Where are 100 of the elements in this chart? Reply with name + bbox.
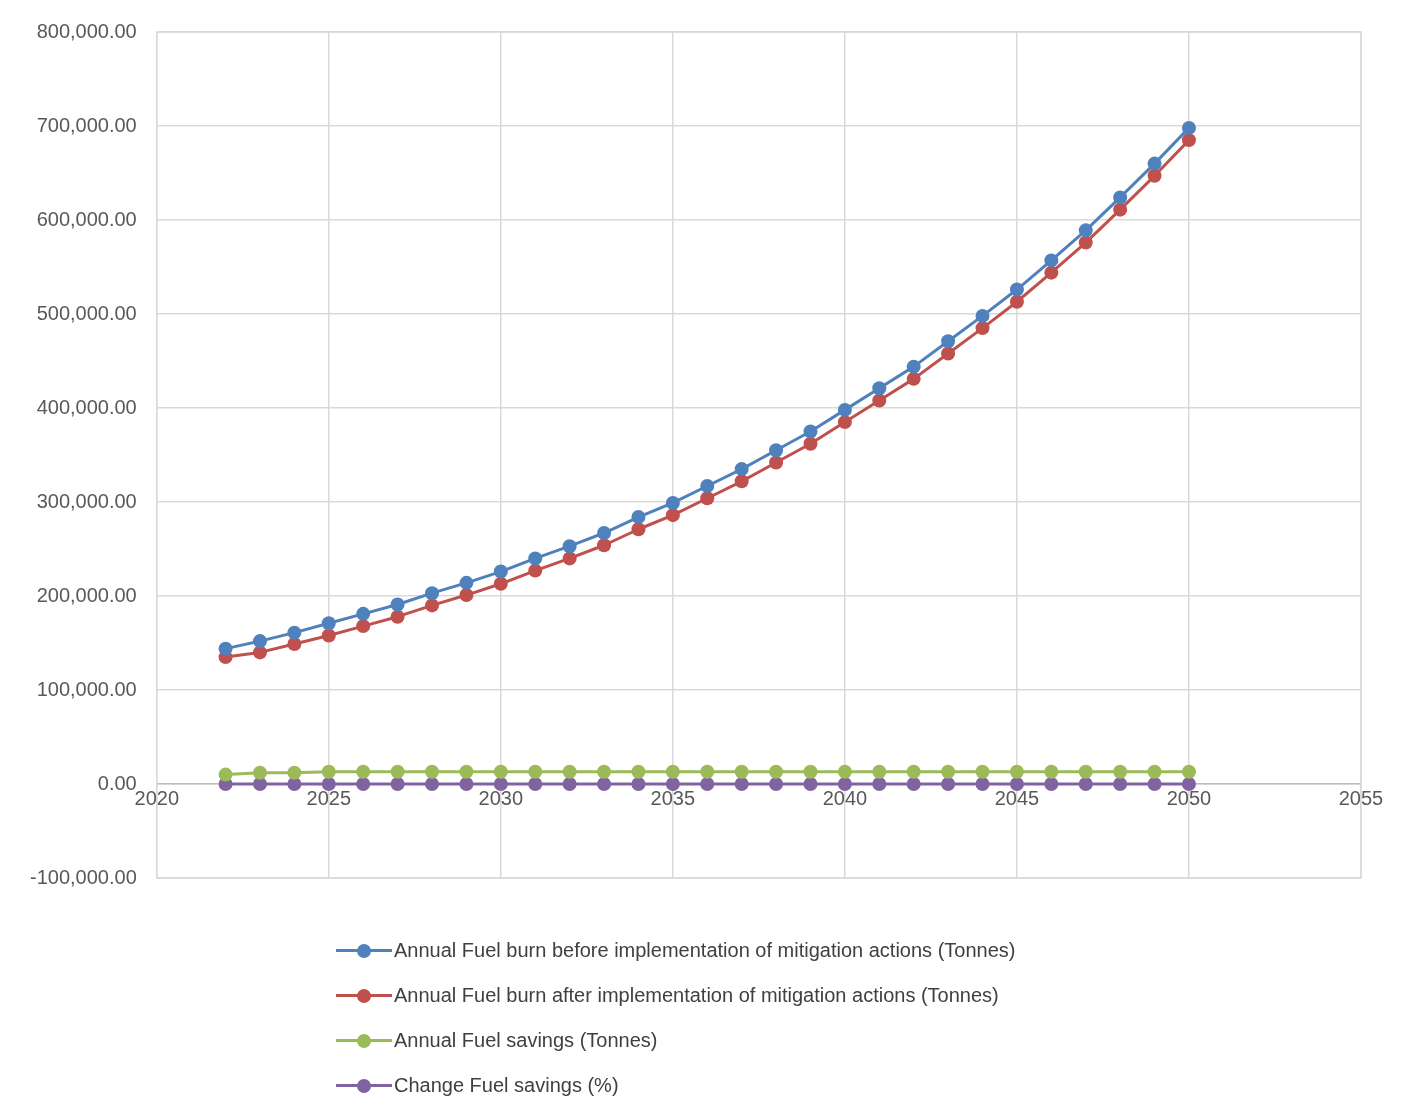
point bbox=[665, 495, 680, 510]
point bbox=[769, 443, 784, 458]
point bbox=[1078, 235, 1093, 250]
point bbox=[1009, 777, 1024, 791]
point bbox=[837, 764, 852, 779]
point bbox=[1147, 764, 1162, 779]
point bbox=[287, 636, 302, 651]
x-tick-label: 2025 bbox=[306, 786, 352, 809]
point bbox=[390, 597, 405, 612]
point bbox=[528, 563, 543, 578]
point bbox=[425, 586, 440, 601]
point bbox=[459, 575, 474, 590]
point bbox=[1113, 764, 1128, 779]
point bbox=[528, 764, 543, 779]
y-tick-label: 100,000.00 bbox=[36, 677, 137, 700]
point bbox=[700, 479, 715, 494]
point bbox=[1181, 764, 1196, 779]
point bbox=[562, 764, 577, 779]
point bbox=[837, 777, 852, 791]
point bbox=[425, 764, 440, 779]
point bbox=[390, 764, 405, 779]
point bbox=[252, 634, 267, 649]
y-tick-label: 500,000.00 bbox=[36, 301, 137, 324]
point bbox=[562, 777, 577, 791]
point bbox=[906, 359, 921, 374]
point bbox=[631, 522, 646, 537]
point bbox=[941, 334, 956, 349]
point bbox=[597, 526, 612, 541]
point bbox=[287, 777, 302, 791]
point bbox=[1044, 777, 1059, 791]
y-tick-label: 600,000.00 bbox=[36, 207, 137, 230]
point bbox=[837, 402, 852, 417]
point bbox=[1078, 777, 1093, 791]
point bbox=[803, 764, 818, 779]
point bbox=[803, 436, 818, 451]
x-tick-label: 2055 bbox=[1338, 786, 1384, 809]
point bbox=[321, 764, 336, 779]
point bbox=[287, 625, 302, 640]
point bbox=[1113, 202, 1128, 217]
point bbox=[975, 308, 990, 323]
point bbox=[734, 474, 749, 489]
point bbox=[597, 538, 612, 553]
point bbox=[1181, 133, 1196, 148]
y-tick-label: 300,000.00 bbox=[36, 489, 137, 512]
legend-label: Annual Fuel savings (Tonnes) bbox=[394, 1029, 658, 1052]
point bbox=[700, 777, 715, 791]
point bbox=[769, 764, 784, 779]
point bbox=[872, 381, 887, 396]
point bbox=[1009, 764, 1024, 779]
point bbox=[975, 777, 990, 791]
y-tick-label: 700,000.00 bbox=[36, 113, 137, 136]
point bbox=[906, 777, 921, 791]
point bbox=[803, 777, 818, 791]
point bbox=[803, 424, 818, 439]
point bbox=[872, 764, 887, 779]
point bbox=[321, 628, 336, 643]
point bbox=[493, 564, 508, 579]
legend-label: Change Fuel savings (%) bbox=[394, 1074, 619, 1097]
point bbox=[941, 346, 956, 361]
x-tick-label: 2035 bbox=[650, 786, 696, 809]
point bbox=[1147, 168, 1162, 183]
point bbox=[1147, 156, 1162, 171]
point bbox=[252, 765, 267, 780]
point bbox=[906, 371, 921, 386]
point bbox=[218, 641, 233, 656]
point bbox=[631, 510, 646, 525]
point bbox=[356, 619, 371, 634]
point bbox=[906, 764, 921, 779]
point bbox=[493, 576, 508, 591]
point bbox=[941, 777, 956, 791]
point bbox=[459, 764, 474, 779]
x-tick-label: 2030 bbox=[478, 786, 524, 809]
point bbox=[1147, 777, 1162, 791]
point bbox=[459, 777, 474, 791]
x-tick-label: 2050 bbox=[1166, 786, 1212, 809]
point bbox=[1078, 764, 1093, 779]
point bbox=[459, 588, 474, 603]
point bbox=[769, 455, 784, 470]
point bbox=[356, 777, 371, 791]
point bbox=[356, 764, 371, 779]
point bbox=[631, 777, 646, 791]
point bbox=[1009, 282, 1024, 297]
point bbox=[665, 508, 680, 523]
point bbox=[734, 764, 749, 779]
point bbox=[287, 765, 302, 780]
point bbox=[1044, 253, 1059, 268]
y-tick-label: 800,000.00 bbox=[36, 19, 137, 42]
point bbox=[700, 491, 715, 506]
point bbox=[975, 321, 990, 336]
point bbox=[1181, 120, 1196, 135]
point bbox=[562, 539, 577, 554]
point bbox=[321, 616, 336, 631]
point bbox=[562, 551, 577, 566]
point bbox=[769, 777, 784, 791]
point bbox=[597, 764, 612, 779]
point bbox=[493, 764, 508, 779]
point bbox=[528, 777, 543, 791]
point bbox=[493, 777, 508, 791]
point bbox=[321, 777, 336, 791]
point bbox=[1044, 764, 1059, 779]
